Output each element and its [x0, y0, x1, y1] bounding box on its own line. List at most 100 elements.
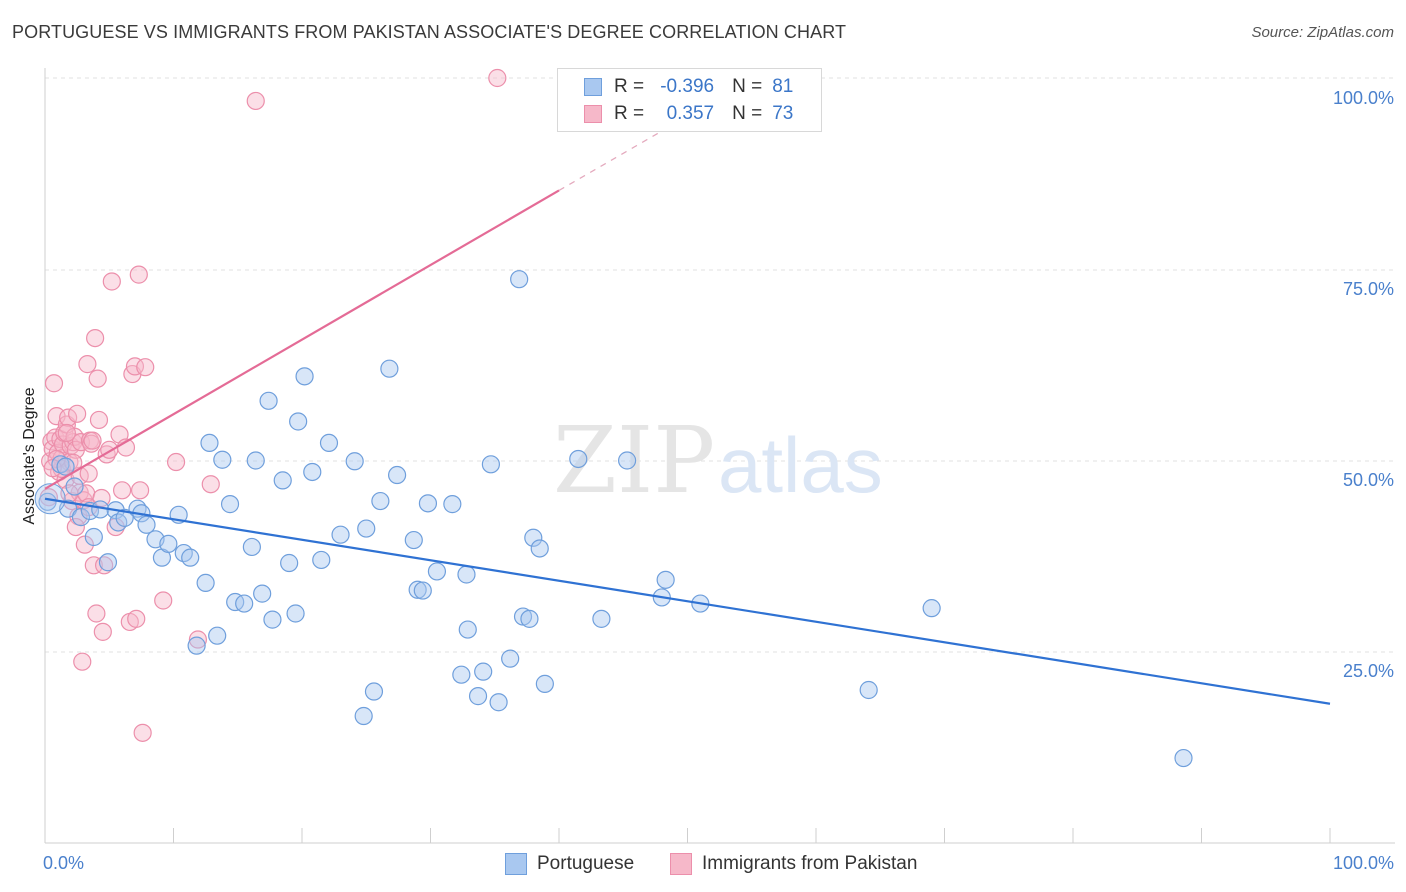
portuguese-point-24 — [200, 433, 219, 453]
portuguese-point-23 — [196, 573, 215, 593]
pakistan-point-45 — [102, 272, 121, 291]
legend-row-portuguese: R = -0.396 N = 81 — [584, 75, 793, 99]
pakistan-point-61 — [201, 475, 220, 494]
portuguese-point-11 — [109, 513, 128, 532]
y-axis-label: Associate's Degree — [21, 387, 38, 524]
portuguese-point-20 — [174, 543, 193, 563]
portuguese-point-65 — [510, 270, 529, 289]
portuguese-point-37 — [286, 604, 305, 623]
legend-n-label: N = — [732, 103, 763, 124]
pakistan-point-57 — [136, 358, 155, 377]
portuguese-point-51 — [404, 530, 423, 550]
portuguese-point-53 — [413, 581, 432, 600]
portuguese-point-77 — [859, 680, 878, 700]
portuguese-trendline — [44, 497, 1331, 705]
portuguese-point-79 — [1174, 748, 1193, 768]
y-tick-25: 25.0% — [1343, 661, 1394, 681]
portuguese-legend-label: Portuguese — [537, 853, 635, 874]
y-tick-75: 75.0% — [1343, 279, 1394, 299]
portuguese-point-12 — [115, 508, 134, 527]
portuguese-point-46 — [357, 519, 376, 538]
portuguese-point-18 — [159, 534, 178, 553]
portuguese-point-32 — [253, 584, 272, 603]
portuguese-r-value: -0.396 — [660, 76, 715, 97]
portuguese-point-73 — [618, 451, 637, 470]
portuguese-point-49 — [380, 359, 399, 378]
portuguese-point-60 — [468, 687, 488, 706]
legend-r-label: R = — [614, 76, 645, 97]
pakistan-point-36 — [86, 329, 105, 348]
pakistan-point-39 — [89, 410, 109, 430]
portuguese-point-43 — [331, 525, 350, 544]
portuguese-point-61 — [474, 662, 493, 681]
pakistan-point-52 — [125, 357, 145, 376]
pakistan-point-60 — [188, 630, 208, 649]
portuguese-point-34 — [263, 610, 282, 629]
portuguese-point-68 — [524, 528, 543, 547]
pakistan-point-15 — [59, 408, 78, 427]
watermark-atlas: atlas — [718, 421, 883, 509]
portuguese-legend-swatch — [505, 853, 527, 875]
portuguese-point-28 — [226, 592, 245, 612]
portuguese-point-4 — [65, 477, 84, 496]
portuguese-swatch — [584, 78, 602, 96]
pakistan-point-70 — [57, 423, 76, 443]
portuguese-point-75 — [656, 570, 675, 589]
portuguese-point-42 — [319, 433, 339, 453]
pakistan-point-41 — [93, 622, 112, 641]
x-ticks — [173, 828, 1331, 843]
portuguese-point-62 — [481, 455, 500, 474]
pakistan-point-40 — [92, 488, 111, 508]
pakistan-point-22 — [68, 404, 87, 423]
portuguese-point-30 — [242, 537, 261, 557]
pakistan-legend-swatch — [670, 853, 692, 875]
portuguese-point-15 — [137, 515, 156, 534]
pakistan-point-34 — [83, 431, 102, 450]
pakistan-point-54 — [129, 265, 148, 284]
source-label: Source: ZipAtlas.com — [1251, 24, 1394, 41]
pakistan-n-value: 73 — [772, 103, 794, 124]
x-tick-max: 100.0% — [1333, 853, 1394, 873]
pakistan-point-4 — [44, 374, 64, 393]
pakistan-point-62 — [246, 91, 265, 111]
portuguese-point-21 — [181, 548, 200, 567]
portuguese-point-54 — [418, 494, 438, 513]
portuguese-point-41 — [312, 550, 331, 570]
portuguese-point-72 — [592, 609, 611, 628]
x-tick-min: 0.0% — [43, 853, 84, 873]
portuguese-point-2 — [56, 457, 75, 476]
gridlines — [45, 77, 1395, 653]
portuguese-point-39 — [295, 367, 314, 386]
portuguese-point-58 — [457, 565, 476, 584]
pakistan-legend-label: Immigrants from Pakistan — [702, 853, 918, 874]
portuguese-point-0 — [38, 492, 57, 511]
pakistan-point-35 — [84, 556, 103, 575]
pakistan-swatch — [584, 105, 602, 123]
bottom-legend-pakistan: Immigrants from Pakistan — [670, 852, 917, 876]
portuguese-point-52 — [408, 580, 427, 599]
portuguese-point-63 — [489, 693, 508, 712]
portuguese-point-59 — [458, 620, 477, 639]
portuguese-point-55 — [427, 562, 447, 581]
bottom-legend-portuguese: Portuguese — [505, 852, 634, 876]
portuguese-point-47 — [364, 682, 384, 701]
y-tick-100: 100.0% — [1333, 88, 1394, 108]
pakistan-point-58 — [154, 591, 173, 610]
portuguese-point-38 — [289, 412, 308, 431]
portuguese-point-40 — [303, 462, 322, 482]
pakistan-point-26 — [73, 652, 92, 671]
pakistan-point-48 — [112, 481, 132, 500]
pakistan-point-55 — [130, 481, 150, 500]
portuguese-point-69 — [530, 539, 549, 558]
portuguese-point-64 — [501, 649, 520, 668]
chart-title: PORTUGUESE VS IMMIGRANTS FROM PAKISTAN A… — [12, 22, 847, 42]
portuguese-point-57 — [452, 665, 471, 684]
portuguese-point-5 — [71, 508, 91, 527]
pakistan-point-53 — [127, 609, 146, 628]
pakistan-point-69 — [79, 464, 98, 483]
portuguese-point-36 — [280, 553, 299, 573]
portuguese-point-33 — [259, 391, 278, 410]
legend-row-pakistan: R = 0.357 N = 73 — [584, 102, 793, 126]
y-tick-50: 50.0% — [1343, 470, 1394, 490]
